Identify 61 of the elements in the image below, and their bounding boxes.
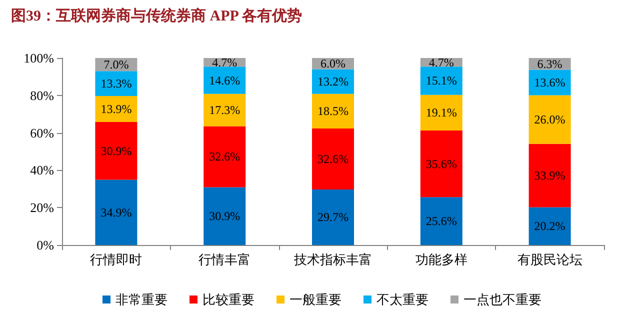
legend-label: 不太重要 <box>376 292 428 307</box>
legend-label: 比较重要 <box>202 292 254 307</box>
y-tick-label: 60% <box>30 125 54 140</box>
data-label: 30.9% <box>209 209 240 224</box>
chart-title: 图39：互联网券商与传统券商 APP 各有优势 <box>11 6 302 24</box>
y-tick-label: 0% <box>36 238 54 252</box>
bar <box>312 69 354 94</box>
bar <box>312 128 354 190</box>
data-label: 6.0% <box>320 56 346 71</box>
bar <box>312 189 354 245</box>
data-label: 17.3% <box>209 103 240 118</box>
bar <box>204 187 246 245</box>
data-label: 32.6% <box>318 152 348 166</box>
y-tick-label: 40% <box>30 162 54 178</box>
data-label: 35.6% <box>426 156 457 171</box>
bar <box>420 94 462 131</box>
data-label: 32.6% <box>209 150 240 164</box>
data-label: 30.9% <box>100 144 132 158</box>
legend-label: 一点也不重要 <box>464 292 542 307</box>
x-tick-label: 行情丰富 <box>198 252 251 267</box>
bar <box>312 94 354 128</box>
data-label: 4.7% <box>428 55 454 70</box>
y-tick-label: 20% <box>30 200 54 216</box>
data-label: 7.0% <box>104 58 129 72</box>
bar <box>95 180 138 245</box>
bar <box>204 94 246 126</box>
data-label: 4.7% <box>212 55 238 70</box>
data-label: 14.6% <box>209 73 240 88</box>
bar <box>204 126 246 188</box>
data-label: 19.1% <box>426 106 457 120</box>
data-label: 20.2% <box>534 219 566 234</box>
data-label: 18.5% <box>318 104 348 118</box>
bar <box>528 95 571 144</box>
data-label: 6.3% <box>537 56 562 71</box>
bar <box>95 96 138 122</box>
bar <box>204 66 246 94</box>
bar <box>420 130 462 198</box>
x-tick-label: 功能多样 <box>415 252 468 267</box>
data-label: 25.6% <box>426 214 457 228</box>
x-tick-label: 有股民论坛 <box>517 252 582 267</box>
data-label: 15.1% <box>426 74 457 88</box>
x-tick-label: 行情即时 <box>90 252 142 267</box>
data-label: 13.9% <box>100 102 132 116</box>
bar <box>95 122 138 180</box>
bar <box>528 207 571 245</box>
y-tick-label: 100% <box>24 50 54 66</box>
data-label: 13.3% <box>100 76 132 91</box>
data-label: 33.9% <box>534 168 566 183</box>
data-label: 34.9% <box>100 205 132 220</box>
legend-label: 非常重要 <box>116 292 168 307</box>
y-tick-label: 80% <box>30 88 54 103</box>
bar <box>95 71 138 96</box>
bar <box>420 66 462 95</box>
data-label: 13.6% <box>534 75 566 90</box>
x-tick-label: 技术指标丰富 <box>293 252 372 267</box>
data-label: 26.0% <box>534 112 566 127</box>
legend-label: 一般重要 <box>290 292 342 307</box>
bar <box>420 197 462 245</box>
bar <box>528 144 571 208</box>
data-label: 29.7% <box>318 210 348 224</box>
data-label: 13.2% <box>318 74 348 89</box>
